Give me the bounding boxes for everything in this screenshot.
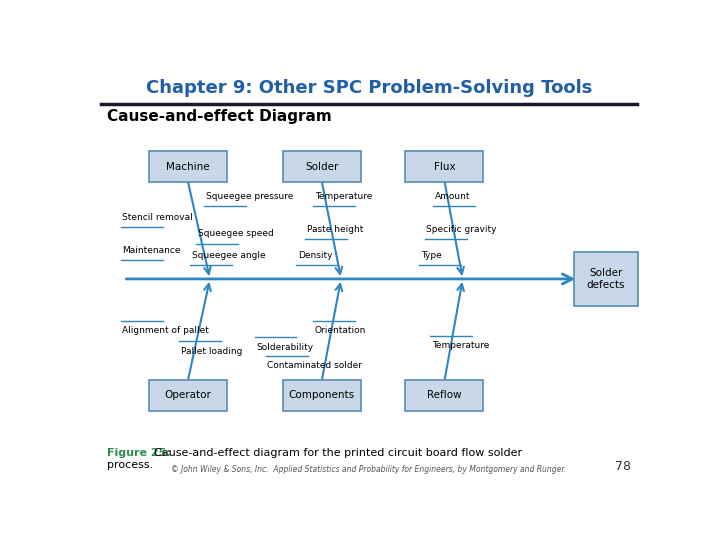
- Text: Type: Type: [421, 251, 441, 260]
- Text: Temperature: Temperature: [432, 341, 490, 350]
- Text: Paste height: Paste height: [307, 225, 363, 234]
- Text: 78: 78: [616, 460, 631, 473]
- Text: Solder: Solder: [305, 161, 338, 172]
- Text: Machine: Machine: [166, 161, 210, 172]
- Text: Solder
defects: Solder defects: [587, 268, 625, 290]
- Text: Orientation: Orientation: [315, 326, 366, 335]
- Text: Squeegee pressure: Squeegee pressure: [206, 192, 294, 201]
- FancyBboxPatch shape: [282, 380, 361, 411]
- Text: Density: Density: [298, 251, 333, 260]
- FancyBboxPatch shape: [148, 151, 227, 183]
- Text: Chapter 9: Other SPC Problem-Solving Tools: Chapter 9: Other SPC Problem-Solving Too…: [146, 79, 592, 97]
- Text: Alignment of pallet: Alignment of pallet: [122, 326, 210, 335]
- Text: © John Wiley & Sons, Inc.  Applied Statistics and Probability for Engineers, by : © John Wiley & Sons, Inc. Applied Statis…: [171, 465, 567, 474]
- Text: Amount: Amount: [435, 192, 470, 201]
- Text: Figure 25:: Figure 25:: [107, 448, 171, 458]
- Text: process.: process.: [107, 460, 153, 470]
- Text: Cause-and-effect diagram for the printed circuit board flow solder: Cause-and-effect diagram for the printed…: [154, 448, 522, 458]
- Text: Stencil removal: Stencil removal: [122, 213, 193, 221]
- Text: Contaminated solder: Contaminated solder: [267, 361, 362, 370]
- Text: Squeegee angle: Squeegee angle: [192, 251, 266, 260]
- FancyBboxPatch shape: [405, 380, 483, 411]
- FancyBboxPatch shape: [574, 252, 638, 306]
- Text: Components: Components: [289, 390, 355, 400]
- Text: Temperature: Temperature: [315, 192, 372, 201]
- Text: Squeegee speed: Squeegee speed: [198, 229, 274, 238]
- Text: Maintenance: Maintenance: [122, 246, 181, 255]
- Text: Flux: Flux: [433, 161, 455, 172]
- FancyBboxPatch shape: [282, 151, 361, 183]
- Text: Reflow: Reflow: [427, 390, 462, 400]
- FancyBboxPatch shape: [148, 380, 227, 411]
- Text: Pallet loading: Pallet loading: [181, 347, 243, 356]
- Text: Operator: Operator: [164, 390, 211, 400]
- Text: Solderability: Solderability: [256, 342, 313, 352]
- FancyBboxPatch shape: [405, 151, 483, 183]
- Text: Specific gravity: Specific gravity: [426, 225, 497, 234]
- Text: Cause-and-effect Diagram: Cause-and-effect Diagram: [107, 109, 331, 124]
